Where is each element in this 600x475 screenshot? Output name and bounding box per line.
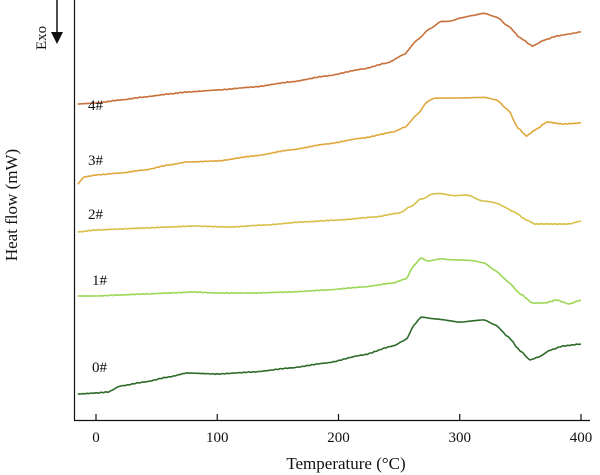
- x-tick-label: 200: [327, 430, 350, 446]
- series-labels: 4# 3# 2# 1# 0#: [88, 98, 108, 376]
- x-axis-label: Temperature (°C): [286, 454, 405, 473]
- series-line-1: [77, 257, 582, 305]
- series-label-1: 1#: [92, 273, 108, 289]
- x-tick-label: 100: [206, 430, 229, 446]
- series-line-3: [77, 96, 582, 185]
- series-line-0: [77, 316, 582, 395]
- series-label-0: 0#: [92, 360, 108, 376]
- series-line-2: [77, 192, 582, 234]
- series-line-4: [77, 12, 581, 105]
- exo-label: Exo: [34, 26, 50, 50]
- series-label-3: 3#: [88, 153, 104, 169]
- exo-arrow-icon: [51, 0, 63, 44]
- x-axis-ticks: 0 100 200 300 400: [92, 414, 592, 446]
- series-label-4: 4#: [88, 98, 104, 114]
- x-tick-label: 300: [449, 430, 472, 446]
- x-tick-label: 400: [570, 430, 593, 446]
- x-tick-label: 0: [92, 430, 100, 446]
- y-axis-label: Heat flow (mW): [2, 149, 21, 261]
- series-label-2: 2#: [88, 207, 104, 223]
- series-layer: [77, 12, 582, 395]
